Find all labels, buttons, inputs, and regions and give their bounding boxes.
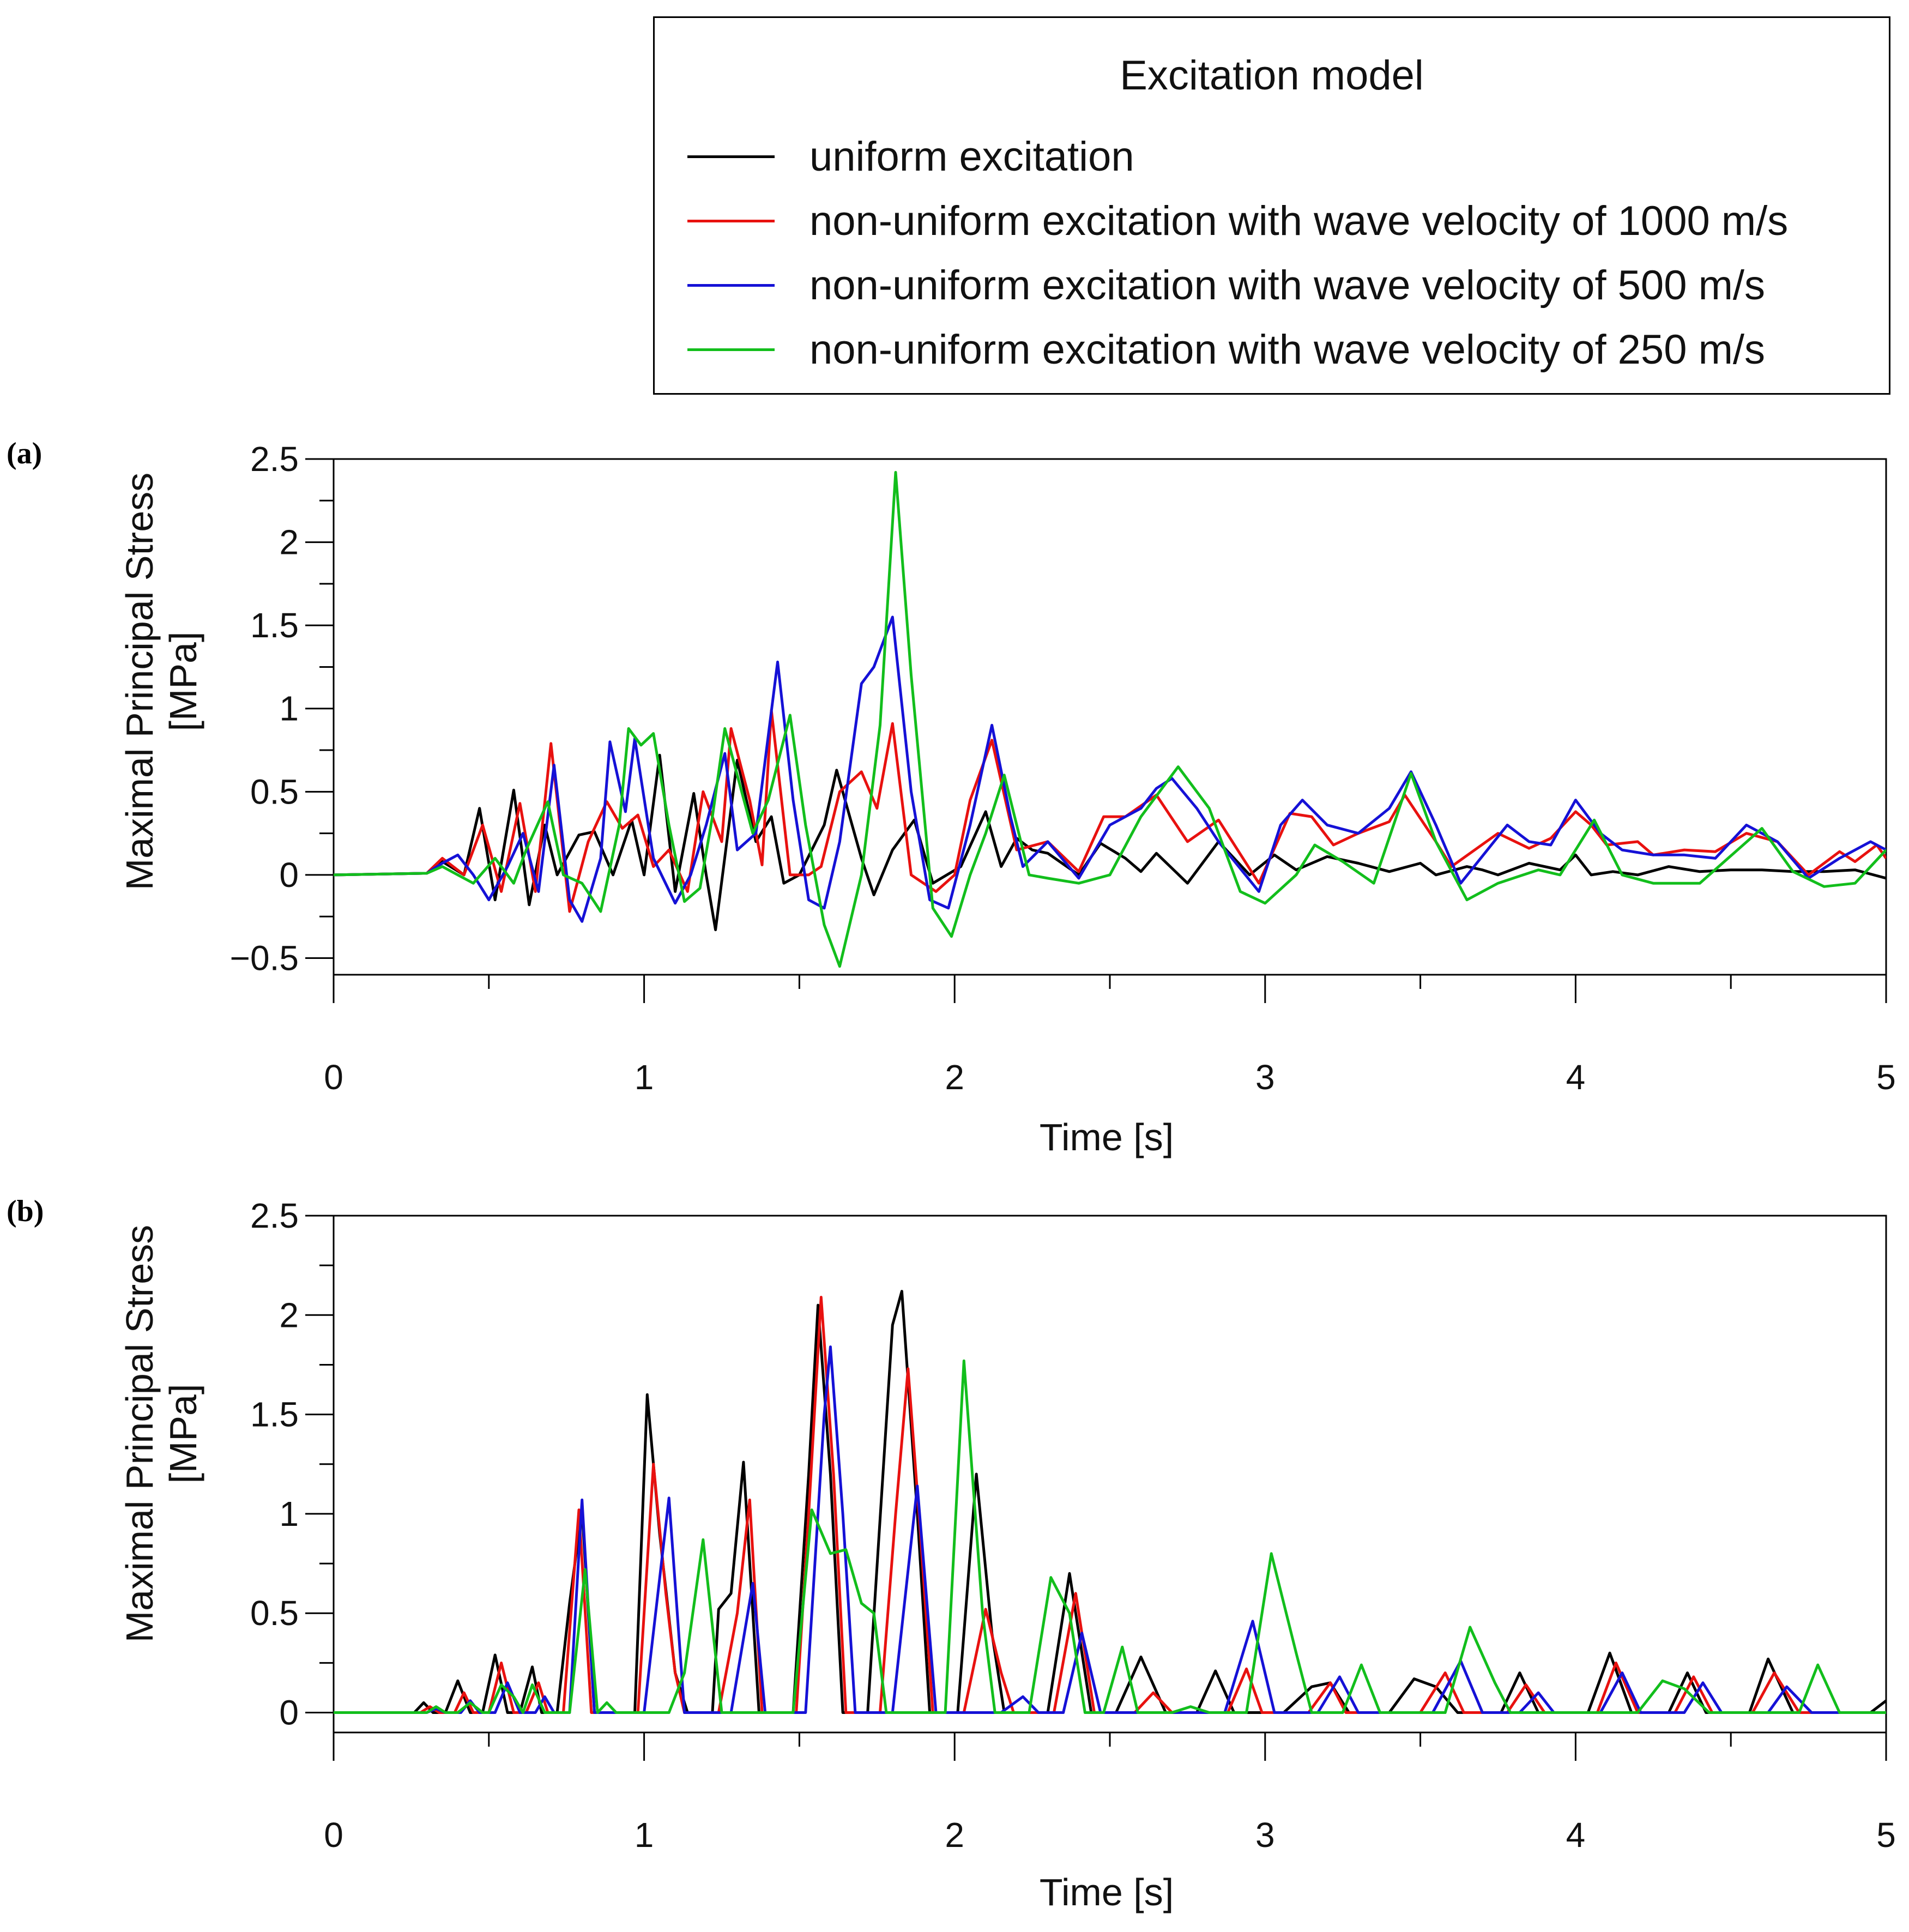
legend-label-1000: non-uniform excitation with wave velocit… xyxy=(809,197,1789,244)
x-tick-label: 5 xyxy=(1876,1058,1896,1097)
panel-a-xlabel: Time [s] xyxy=(1040,1116,1174,1158)
panel-b-ylabel-line2: [MPa] xyxy=(162,1384,204,1484)
x-tick-label: 2 xyxy=(945,1058,964,1097)
x-tick-label: 3 xyxy=(1255,1058,1275,1097)
series-line-1 xyxy=(334,753,1886,932)
series-line-1 xyxy=(334,1290,1886,1714)
panel-a-ylabel-line2: [MPa] xyxy=(162,632,204,732)
x-tick-label: 0 xyxy=(324,1815,343,1855)
legend-entry-uniform: uniform excitation xyxy=(687,124,1134,189)
y-tick-label: 2 xyxy=(279,1295,299,1335)
series-line-4 xyxy=(334,470,1886,968)
y-tick-label: 2.5 xyxy=(250,1196,299,1235)
legend-swatch-uniform xyxy=(687,155,775,158)
x-tick-label: 1 xyxy=(635,1815,654,1855)
legend: Excitation model uniform excitation non-… xyxy=(653,16,1890,395)
y-tick-label: 1 xyxy=(279,689,299,728)
panel-b-xlabel: Time [s] xyxy=(1040,1871,1174,1913)
y-tick-label: 1.5 xyxy=(250,606,299,645)
x-tick-label: 4 xyxy=(1566,1058,1586,1097)
x-tick-label: 2 xyxy=(945,1815,964,1855)
legend-swatch-250 xyxy=(687,348,775,351)
series-line-2 xyxy=(334,709,1886,913)
y-tick-label: 0.5 xyxy=(250,772,299,811)
panel-b-ylabel: Maximal Principal Stress [MPa] xyxy=(118,1225,204,1643)
legend-swatch-1000 xyxy=(687,219,775,222)
x-tick-label: 0 xyxy=(324,1058,343,1097)
series-line-3 xyxy=(334,615,1886,923)
legend-swatch-500 xyxy=(687,283,775,287)
legend-label-uniform: uniform excitation xyxy=(809,133,1134,180)
y-tick-label: −0.5 xyxy=(230,938,299,977)
panel-a-tag: (a) xyxy=(7,437,42,470)
panel-b-tag: (b) xyxy=(7,1194,44,1228)
legend-entry-500: non-uniform excitation with wave velocit… xyxy=(687,252,1765,318)
panel-a-ylabel-line1: Maximal Principal Stress xyxy=(118,473,161,890)
x-tick-label: 5 xyxy=(1876,1815,1896,1855)
y-tick-label: 0 xyxy=(279,1693,299,1732)
y-tick-label: 2 xyxy=(279,523,299,562)
legend-entry-250: non-uniform excitation with wave velocit… xyxy=(687,317,1765,382)
panel-a-ylabel: Maximal Principal Stress [MPa] xyxy=(118,473,204,890)
series-line-2 xyxy=(334,1296,1886,1714)
y-tick-label: 0.5 xyxy=(250,1593,299,1633)
plot-frame xyxy=(333,458,1887,976)
legend-label-250: non-uniform excitation with wave velocit… xyxy=(809,326,1766,373)
legend-title: Excitation model xyxy=(1120,52,1424,99)
x-tick-label: 3 xyxy=(1255,1815,1275,1855)
y-tick-label: 1.5 xyxy=(250,1395,299,1434)
legend-entry-1000: non-uniform excitation with wave velocit… xyxy=(687,188,1788,253)
x-tick-label: 1 xyxy=(635,1058,654,1097)
y-tick-label: 0 xyxy=(279,855,299,895)
legend-label-500: non-uniform excitation with wave velocit… xyxy=(809,262,1766,309)
y-tick-label: 1 xyxy=(279,1494,299,1533)
x-tick-label: 4 xyxy=(1566,1815,1586,1855)
y-tick-label: 2.5 xyxy=(250,439,299,479)
panel-a: (a) Maximal Principal Stress [MPa] Time … xyxy=(7,437,1896,1158)
series-line-4 xyxy=(334,1359,1886,1714)
panel-b: (b) Maximal Principal Stress [MPa] Time … xyxy=(7,1194,1896,1913)
panel-b-ylabel-line1: Maximal Principal Stress xyxy=(118,1225,161,1643)
